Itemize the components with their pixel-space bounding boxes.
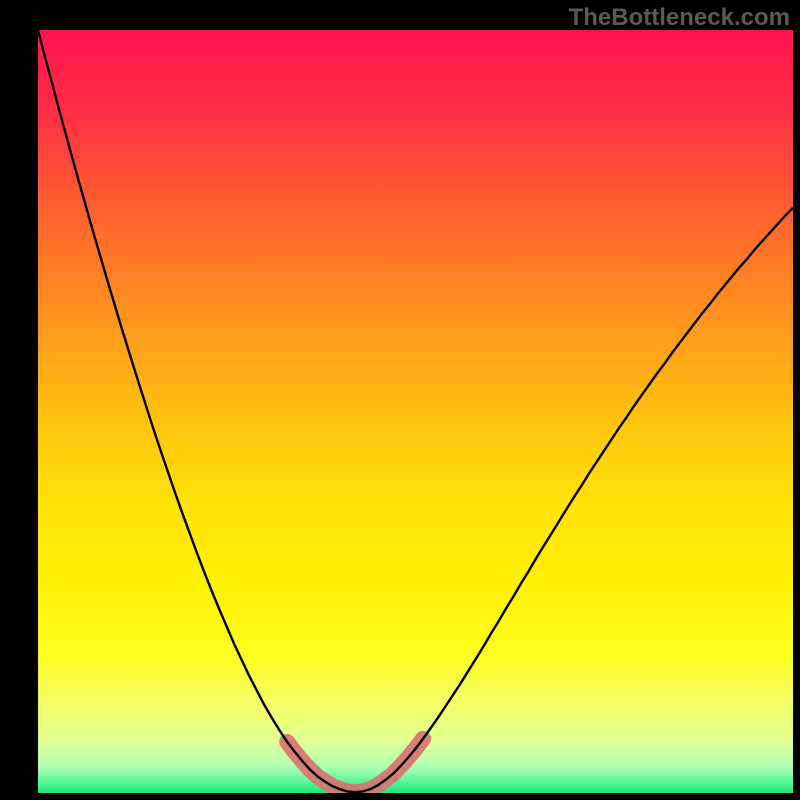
watermark-text: TheBottleneck.com bbox=[569, 4, 790, 32]
plot-area bbox=[38, 30, 793, 793]
chart-svg bbox=[38, 30, 793, 793]
gradient-rect bbox=[38, 30, 793, 793]
